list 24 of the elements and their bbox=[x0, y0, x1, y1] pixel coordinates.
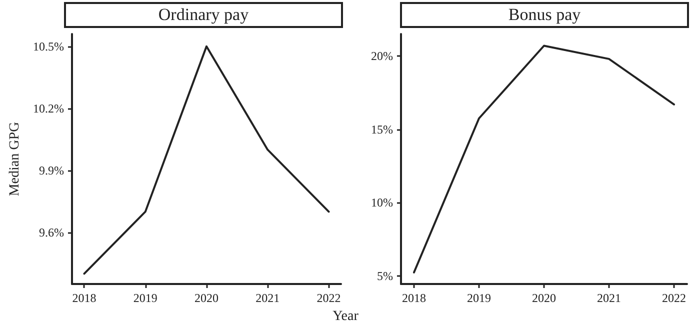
y-tick-label: 10% bbox=[371, 196, 393, 210]
y-axis-title: Median GPG bbox=[8, 122, 22, 196]
chart-title: Ordinary pay bbox=[64, 2, 343, 28]
x-tick-label: 2018 bbox=[402, 291, 426, 305]
y-tick-label: 9.6% bbox=[39, 225, 64, 240]
chart-title: Bonus pay bbox=[400, 2, 689, 28]
x-tick-label: 2022 bbox=[662, 291, 686, 305]
y-tick-label: 15% bbox=[371, 122, 393, 136]
x-tick-label: 2022 bbox=[316, 291, 341, 305]
x-tick-label: 2019 bbox=[133, 291, 158, 305]
y-tick-label: 20% bbox=[371, 49, 393, 64]
y-tick-label: 10.5% bbox=[33, 39, 64, 54]
x-axis-title: Year bbox=[332, 309, 360, 325]
y-tick-label: 10.2% bbox=[33, 101, 64, 116]
x-tick-label: 2021 bbox=[256, 291, 280, 305]
line-series bbox=[413, 44, 675, 274]
y-tick-label: 9.9% bbox=[39, 163, 64, 178]
x-tick-label: 2020 bbox=[194, 291, 218, 305]
x-tick-label: 2021 bbox=[597, 291, 621, 305]
x-tick-label: 2018 bbox=[72, 291, 96, 305]
line-series bbox=[83, 45, 330, 275]
x-tick-label: 2020 bbox=[532, 291, 556, 305]
x-tick-label: 2019 bbox=[467, 291, 491, 305]
y-tick-label: 5% bbox=[377, 269, 393, 284]
